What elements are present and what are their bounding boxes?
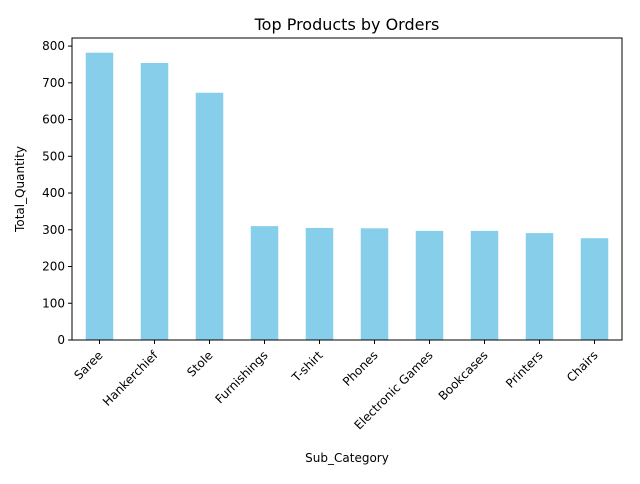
- bar-phones: [360, 228, 389, 340]
- y-tick-label: 300: [42, 223, 65, 237]
- plot-frame: [71, 37, 623, 341]
- x-tick-label: Saree: [71, 348, 105, 382]
- bar-hankerchief: [140, 62, 169, 340]
- y-tick-label: 200: [42, 260, 65, 274]
- x-tick-label: Phones: [340, 348, 381, 389]
- x-tick-label: Bookcases: [436, 348, 491, 403]
- y-tick-label: 0: [57, 333, 65, 347]
- x-tick-label: T-shirt: [289, 348, 326, 385]
- chart-title: Top Products by Orders: [254, 15, 440, 34]
- x-tick-label: Hankerchief: [100, 348, 161, 409]
- y-tick-label: 600: [42, 113, 65, 127]
- bar-chairs: [580, 238, 609, 340]
- x-tick-label: Chairs: [564, 348, 601, 385]
- y-tick-label: 500: [42, 149, 65, 163]
- bar-furnishings: [250, 226, 279, 340]
- y-axis: 0 100 200 300 400 500 600 700 800: [42, 39, 72, 347]
- y-tick-label: 700: [42, 76, 65, 90]
- bar-stole: [195, 92, 224, 340]
- bar-printers: [525, 233, 554, 340]
- x-tick-label: Furnishings: [213, 348, 271, 406]
- bars-group: [85, 52, 609, 340]
- bar-electronic-games: [415, 230, 444, 340]
- x-axis-label: Sub_Category: [305, 451, 389, 465]
- y-tick-label: 400: [42, 186, 65, 200]
- y-tick-label: 800: [42, 39, 65, 53]
- bar-saree: [85, 52, 114, 340]
- x-tick-label: Stole: [184, 348, 215, 379]
- y-axis-label: Total_Quantity: [13, 146, 27, 233]
- x-tick-label: Printers: [503, 348, 546, 391]
- bar-bookcases: [470, 230, 499, 340]
- bar-t-shirt: [305, 227, 334, 340]
- y-tick-label: 100: [42, 296, 65, 310]
